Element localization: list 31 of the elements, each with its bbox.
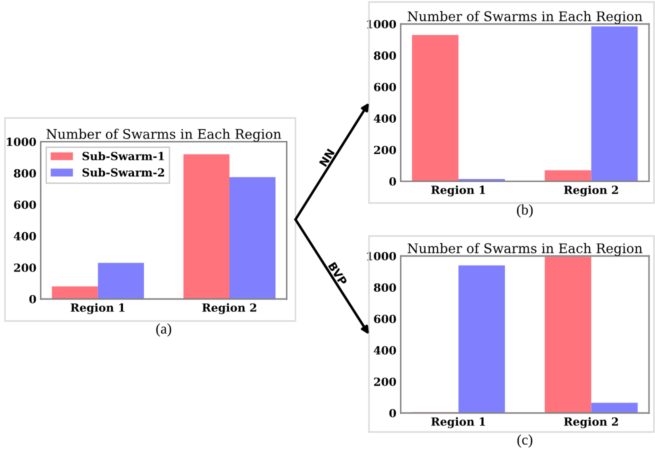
y-tick-label: 0 bbox=[29, 294, 36, 304]
x-tick-label: Region 2 bbox=[564, 417, 618, 428]
x-tick-label: Region 1 bbox=[70, 303, 125, 314]
y-tick-label: 200 bbox=[374, 378, 396, 386]
x-tick-label: Region 2 bbox=[202, 303, 256, 314]
y-tick-label: 600 bbox=[14, 200, 36, 209]
text: NN bbox=[319, 148, 335, 167]
y-tick-label: 600 bbox=[374, 82, 396, 92]
chart-title: Number of Swarms in Each Region bbox=[46, 128, 282, 142]
y-tick-label: 400 bbox=[374, 114, 396, 123]
legend-label: Sub-Swarm-2 bbox=[82, 168, 164, 177]
text: (c) bbox=[517, 434, 532, 448]
y-tick-label: 200 bbox=[374, 146, 396, 154]
legend-label: Sub-Swarm-1 bbox=[82, 152, 164, 160]
text: (a) bbox=[156, 323, 172, 337]
x-tick-label: Region 1 bbox=[431, 417, 486, 428]
x-tick-label: Region 1 bbox=[431, 185, 486, 196]
y-tick-label: 0 bbox=[389, 177, 396, 186]
y-tick-label: 400 bbox=[14, 232, 36, 240]
y-tick-label: 600 bbox=[374, 314, 396, 324]
y-tick-label: 200 bbox=[14, 264, 36, 272]
y-tick-label: 800 bbox=[374, 283, 396, 292]
x-tick-label: Region 2 bbox=[564, 185, 618, 196]
y-tick-label: 1000 bbox=[6, 138, 36, 146]
y-tick-label: 800 bbox=[14, 169, 36, 178]
text: (b) bbox=[516, 204, 533, 218]
y-tick-label: 0 bbox=[389, 408, 396, 418]
chart-title: Number of Swarms in Each Region bbox=[408, 243, 642, 256]
chart-title: Number of Swarms in Each Region bbox=[408, 11, 642, 24]
y-tick-label: 800 bbox=[374, 51, 396, 60]
y-tick-label: 400 bbox=[374, 346, 396, 355]
